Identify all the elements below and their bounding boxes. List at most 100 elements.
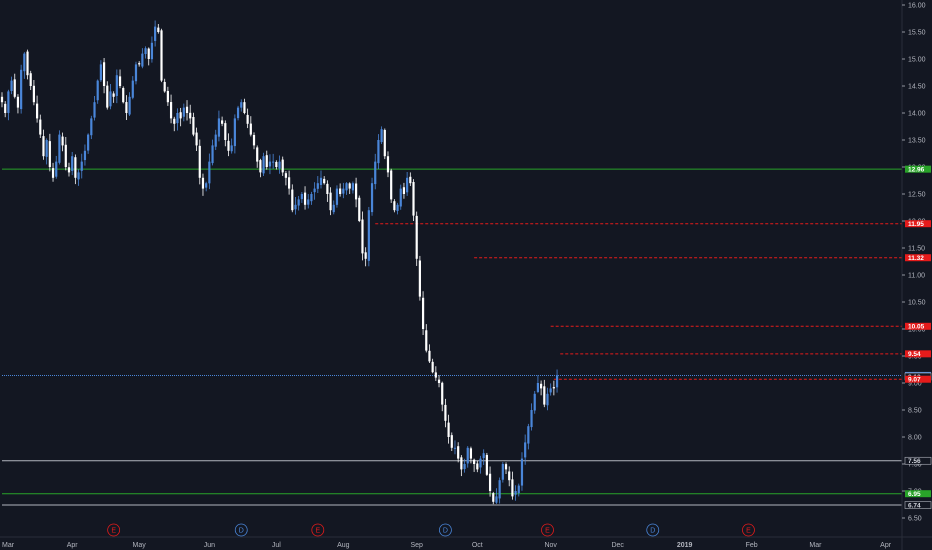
y-tick-label: 15.50	[908, 30, 926, 37]
candle-body	[555, 375, 559, 388]
candle-body	[524, 442, 527, 458]
candle-body	[249, 123, 252, 135]
y-tick-label: 15.00	[908, 57, 926, 64]
candle-body	[492, 493, 495, 502]
candle-body	[61, 136, 64, 146]
candle-body	[109, 91, 112, 107]
candle-body	[316, 183, 319, 189]
candle-body	[224, 123, 227, 140]
candle-body	[307, 199, 310, 205]
candle-body	[377, 140, 380, 164]
event-marker-label: E	[545, 527, 550, 534]
x-tick-label: 2019	[677, 542, 693, 549]
candle-body	[83, 150, 87, 161]
y-tick-label: 11.00	[908, 273, 925, 280]
candle-body	[300, 194, 303, 200]
earnings-marker	[742, 523, 755, 537]
candle-body	[326, 183, 329, 194]
candle-body	[252, 135, 256, 146]
candle-body	[262, 156, 265, 174]
earnings-marker	[311, 523, 325, 537]
candle-body	[460, 457, 463, 470]
candle-body	[125, 102, 128, 113]
candle-body	[163, 81, 166, 92]
candle-body	[380, 129, 383, 143]
y-tick-label: 10.50	[908, 300, 926, 307]
candle-body	[13, 79, 16, 97]
candle-body	[425, 330, 428, 351]
candle-body	[272, 161, 275, 163]
price-level-badge	[905, 165, 931, 173]
candle-body	[533, 393, 536, 411]
candle-body	[198, 145, 201, 178]
candle-body	[39, 119, 42, 135]
candle-body	[552, 387, 555, 389]
candle-body	[444, 404, 447, 421]
candle-body	[409, 176, 412, 184]
candle-body	[354, 183, 358, 200]
candle-body	[160, 30, 163, 81]
x-tick-label: Sep	[410, 542, 423, 549]
candle-body	[32, 85, 35, 103]
dividend-marker	[234, 523, 248, 537]
y-tick-label: 11.50	[908, 246, 925, 253]
candle-body	[275, 161, 278, 167]
price-level-badges: 12.9611.9511.3210.059.549.149.129.077.56…	[904, 165, 932, 509]
candle-body	[227, 140, 230, 151]
candle-body	[339, 188, 342, 194]
price-level-badge	[905, 254, 931, 262]
candle-body	[7, 91, 10, 113]
time-axis[interactable]: Mar Apr May Jun Jul Aug Sep Oct Nov Dec 2019 Feb Mar…	[2, 542, 892, 549]
candle-body	[87, 134, 90, 151]
price-level-badge	[904, 501, 932, 509]
price-level-badge	[905, 220, 931, 228]
event-marker-label: D	[650, 527, 655, 534]
candle-body	[205, 183, 208, 188]
candle-body	[406, 177, 409, 193]
y-tick-label: 14.50	[908, 84, 926, 91]
price-level-badge-label: 9.54	[908, 351, 921, 358]
candle-body	[58, 134, 61, 163]
candle-body	[434, 372, 437, 378]
x-tick-label: Mar	[809, 542, 822, 549]
candle-body	[26, 51, 29, 76]
candle-body	[466, 447, 469, 464]
x-tick-label: Apr	[880, 542, 892, 549]
candle-body	[189, 112, 192, 119]
candle-body	[230, 145, 233, 152]
candle-body	[428, 350, 431, 362]
candle-body	[29, 73, 32, 86]
price-level-badge	[905, 322, 931, 330]
candle-body	[80, 161, 83, 171]
candle-body	[508, 471, 511, 481]
candle-body	[240, 102, 243, 108]
candle-body	[393, 201, 396, 211]
candle-body	[399, 188, 402, 207]
candle-body	[243, 102, 246, 113]
x-tick-label: Nov	[544, 542, 557, 549]
candle-body	[281, 159, 284, 173]
candle-body	[154, 26, 157, 41]
event-marker-label: E	[111, 527, 116, 534]
y-tick-label: 6.50	[908, 516, 922, 523]
candle-body	[122, 87, 125, 103]
x-tick-label: Apr	[67, 542, 79, 549]
candle-body	[482, 453, 485, 459]
x-tick-label: Aug	[337, 542, 350, 549]
candle-body	[329, 192, 332, 211]
candle-body	[214, 134, 217, 147]
x-tick-label: Jun	[204, 542, 215, 549]
candle-body	[147, 48, 150, 59]
candle-body	[20, 69, 23, 110]
x-tick-label: Dec	[611, 542, 624, 549]
candle-body	[530, 410, 533, 428]
candle-body	[364, 252, 367, 259]
candle-body	[504, 464, 508, 470]
candle-body	[42, 136, 45, 157]
candle-body	[93, 102, 96, 118]
price-level-badge-label: 12.96	[908, 166, 925, 173]
price-level-badge	[904, 456, 932, 465]
candle-body	[0, 96, 4, 103]
candle-body	[351, 183, 354, 191]
